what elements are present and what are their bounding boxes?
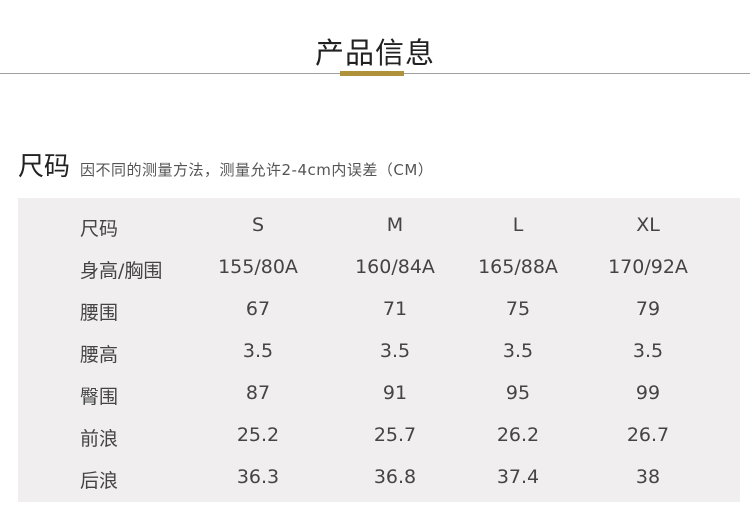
table-row: 腰围 67 71 75 79 xyxy=(18,286,740,328)
table-cell: 25.7 xyxy=(373,424,417,446)
row-label: 腰围 xyxy=(80,302,119,324)
row-label: 腰高 xyxy=(80,344,119,366)
row-label: 臀围 xyxy=(80,386,119,408)
table-cell: 71 xyxy=(382,298,408,320)
table-cell: 87 xyxy=(245,382,271,404)
table-cell: 26.2 xyxy=(496,424,540,446)
table-cell: M xyxy=(386,214,404,236)
table-row: 后浪 36.3 36.8 37.4 38 xyxy=(18,454,740,496)
title-accent-bar xyxy=(340,71,404,76)
table-cell: 99 xyxy=(635,382,661,404)
table-cell: 37.4 xyxy=(496,466,540,488)
table-row: 臀围 87 91 95 99 xyxy=(18,370,740,412)
table-cell: 170/92A xyxy=(608,256,688,278)
table-row: 前浪 25.2 25.7 26.2 26.7 xyxy=(18,412,740,454)
table-cell: 36.3 xyxy=(236,466,280,488)
page-title: 产品信息 xyxy=(314,36,435,70)
table-row: 身高/胸围 155/80A 160/84A 165/88A 170/92A xyxy=(18,244,740,286)
table-cell: 3.5 xyxy=(632,340,664,362)
table-cell: 91 xyxy=(382,382,408,404)
table-cell: 3.5 xyxy=(242,340,274,362)
row-label: 尺码 xyxy=(80,218,119,240)
table-cell: 3.5 xyxy=(502,340,534,362)
size-section-note: 因不同的测量方法，测量允许2-4cm内误差（CM） xyxy=(80,161,434,179)
size-table: 尺码 S M L XL 身高/胸围 155/80A 160/84A 165/88A 170/92A… xyxy=(18,198,740,502)
table-cell: 75 xyxy=(505,298,531,320)
size-section-title: 尺码 xyxy=(18,152,71,182)
row-label: 前浪 xyxy=(80,428,119,450)
table-row: 腰高 3.5 3.5 3.5 3.5 xyxy=(18,328,740,370)
table-cell: 160/84A xyxy=(355,256,435,278)
row-label: 身高/胸围 xyxy=(80,260,163,282)
table-cell: 165/88A xyxy=(478,256,558,278)
table-cell: 26.7 xyxy=(626,424,670,446)
table-cell: 79 xyxy=(635,298,661,320)
table-cell: 3.5 xyxy=(379,340,411,362)
size-section-header: 尺码 因不同的测量方法，测量允许2-4cm内误差（CM） xyxy=(18,146,433,183)
row-label: 后浪 xyxy=(80,470,119,492)
table-cell: S xyxy=(251,214,265,236)
table-cell: 155/80A xyxy=(218,256,298,278)
table-cell: 67 xyxy=(245,298,271,320)
table-cell: L xyxy=(512,214,524,236)
table-cell: 38 xyxy=(635,466,661,488)
table-cell: 36.8 xyxy=(373,466,417,488)
table-cell: 25.2 xyxy=(236,424,280,446)
table-header-row: 尺码 S M L XL xyxy=(18,202,740,244)
table-cell: XL xyxy=(636,214,660,236)
table-cell: 95 xyxy=(505,382,531,404)
